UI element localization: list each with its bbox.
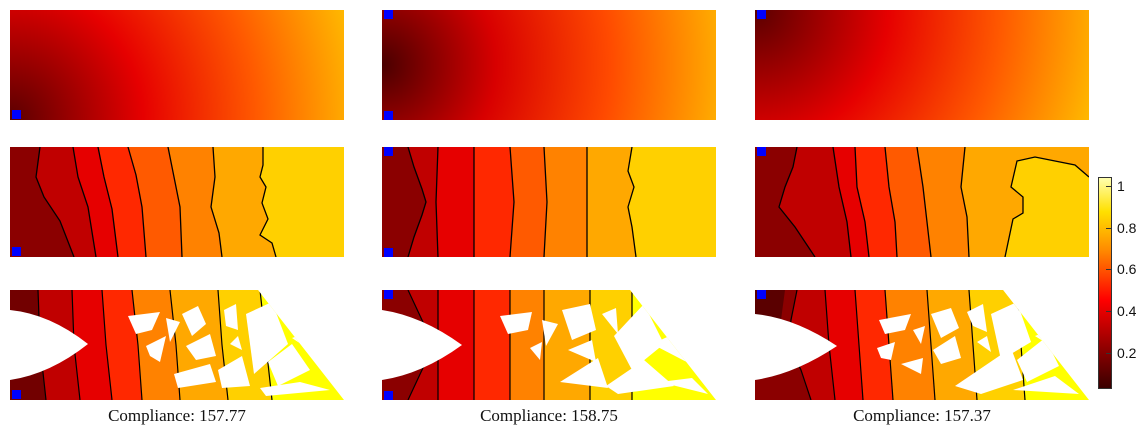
load-marker [384, 290, 393, 299]
colorbar-tickmark [1106, 186, 1112, 187]
load-marker [12, 110, 21, 119]
caption-compliance-2: Compliance: 158.75 [480, 406, 618, 425]
field-panel-1-1 [10, 10, 344, 120]
load-marker [757, 147, 766, 156]
contour-panel-2-2 [382, 147, 716, 257]
design-panel-3-2 [382, 290, 716, 400]
field-panel-1-3 [755, 10, 1089, 120]
colorbar-tickmark [1106, 311, 1112, 312]
contour-panel-2-1 [10, 147, 344, 257]
load-marker [12, 390, 21, 399]
design-panel-3-1 [10, 290, 344, 400]
caption-compliance-1: Compliance: 157.77 [108, 406, 246, 425]
design-panel-3-3 [755, 290, 1089, 400]
caption-compliance-3: Compliance: 157.37 [853, 406, 991, 425]
colorbar-tickmark [1106, 269, 1112, 270]
load-marker [384, 111, 393, 120]
colorbar [1098, 177, 1112, 389]
load-marker [757, 290, 766, 299]
load-marker [384, 147, 393, 156]
load-marker [12, 247, 21, 256]
field-panel-1-2 [382, 10, 716, 120]
colorbar-tickmark [1106, 353, 1112, 354]
contour-panel-2-3 [755, 147, 1089, 257]
colorbar-tick-label: 0.4 [1117, 303, 1137, 319]
colorbar-tick-label: 0.6 [1117, 261, 1137, 277]
load-marker [757, 10, 766, 19]
colorbar-tick-label: 1 [1117, 178, 1125, 194]
colorbar-tickmark [1106, 228, 1112, 229]
load-marker [384, 248, 393, 257]
colorbar-tick-label: 0.2 [1117, 345, 1137, 361]
colorbar-tick-label: 0.8 [1117, 220, 1137, 236]
load-marker [384, 391, 393, 400]
load-marker [384, 10, 393, 19]
